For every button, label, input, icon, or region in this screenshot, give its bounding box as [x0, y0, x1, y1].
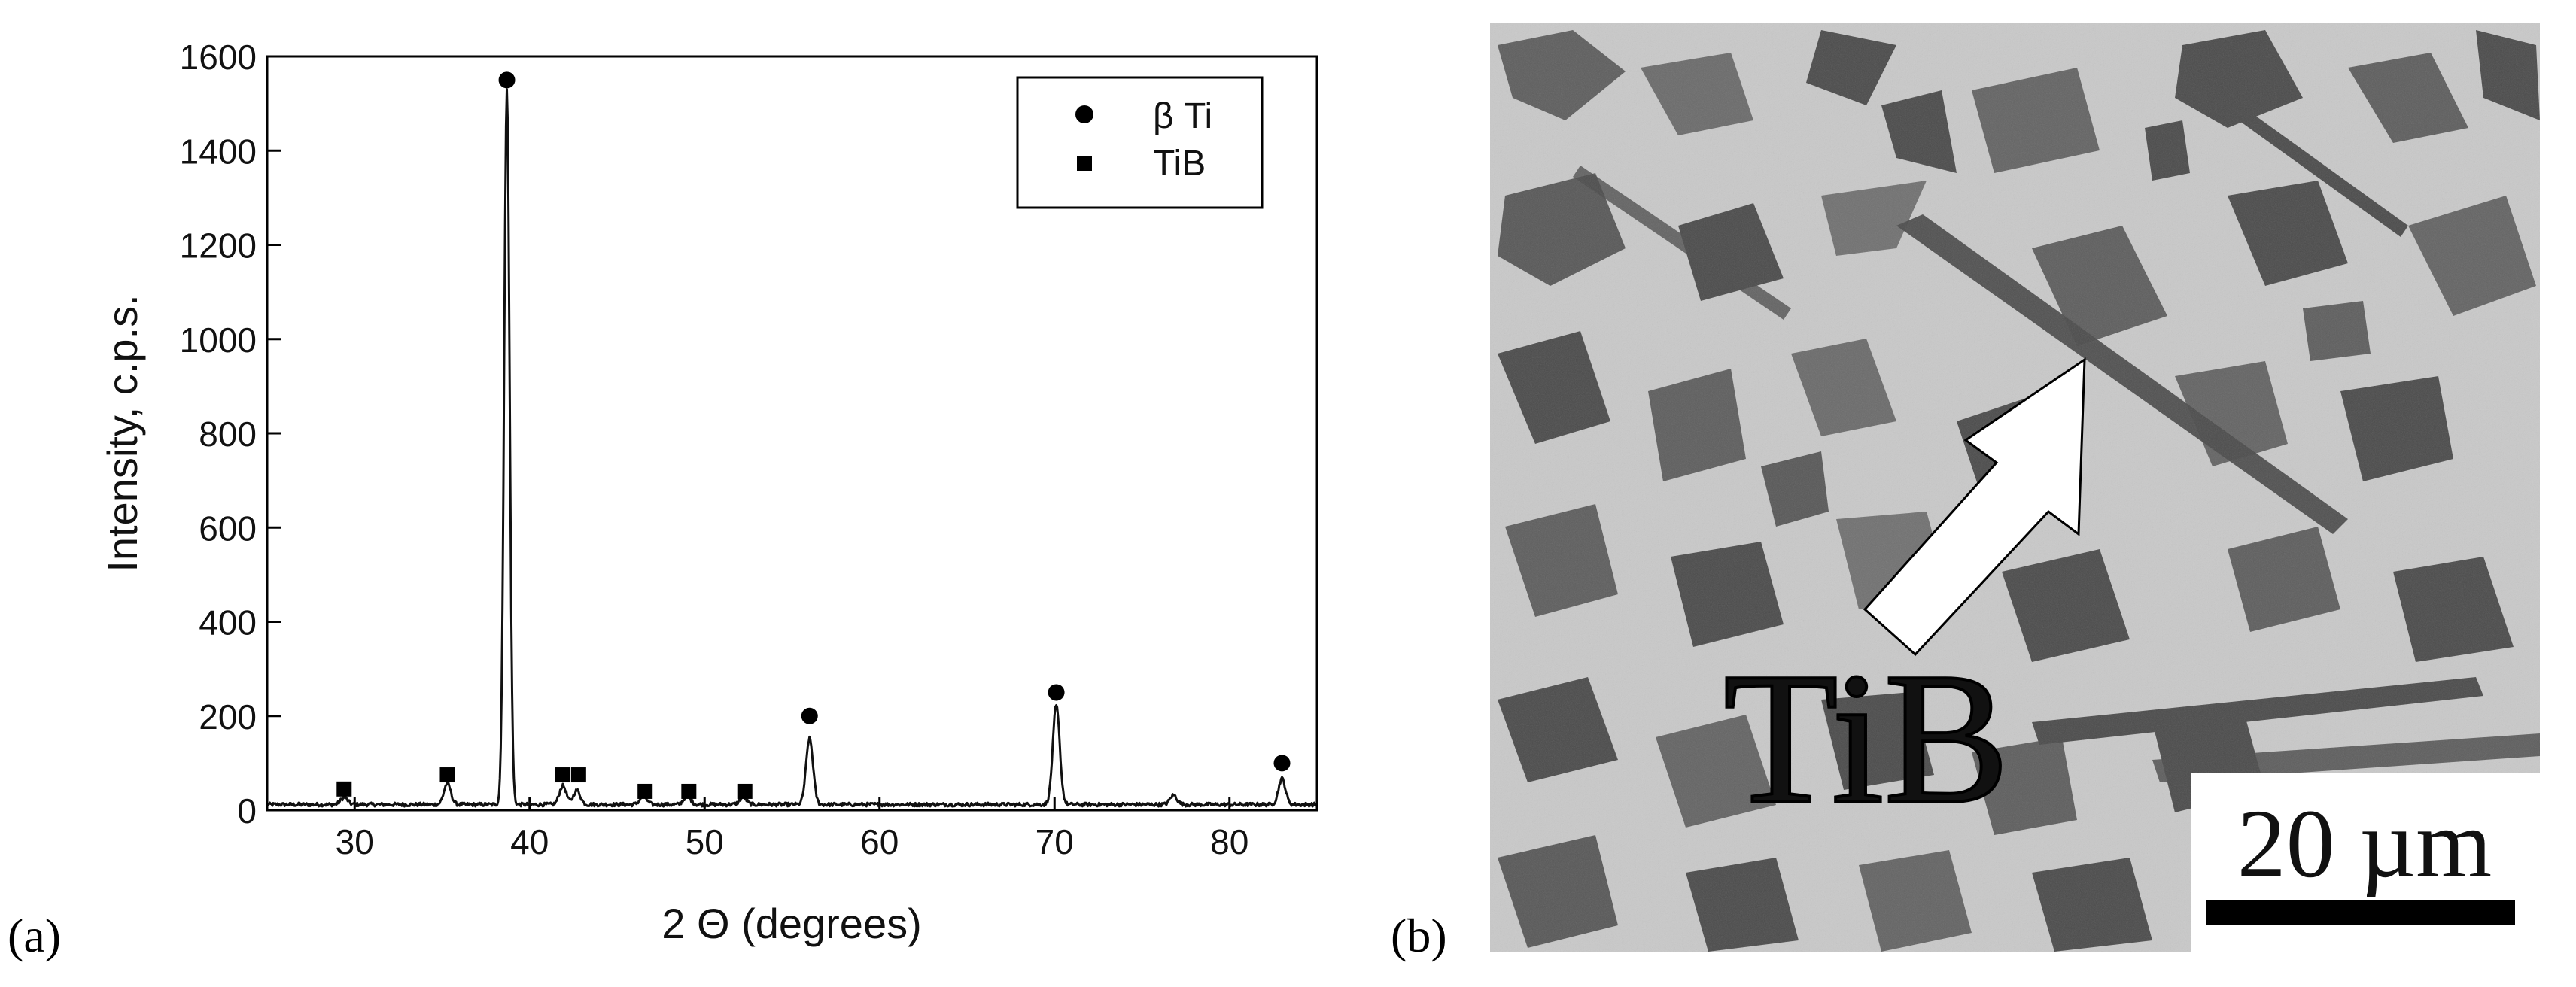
legend-circle-marker-icon [1075, 105, 1093, 123]
y-tick-label: 800 [199, 415, 257, 454]
x-tick-label: 50 [686, 822, 724, 861]
peak-markers [336, 71, 1291, 799]
tib-peak-marker [570, 767, 586, 783]
panel-label-b: (b) [1391, 909, 1447, 962]
tib-annotation: TiB [1722, 357, 2086, 844]
y-tick-label: 400 [199, 603, 257, 642]
legend-square-marker-icon [1077, 156, 1092, 171]
tib-peak-marker [555, 767, 570, 783]
y-tick-label: 200 [199, 697, 257, 736]
plot-frame [266, 55, 1318, 812]
x-axis-ticks: 30 40 50 60 70 80 [336, 797, 1248, 861]
x-tick-label: 60 [860, 822, 899, 861]
scale-bar [2206, 900, 2515, 925]
y-tick-label: 1400 [180, 132, 257, 171]
legend-box [1016, 76, 1264, 209]
x-tick-label: 80 [1210, 822, 1248, 861]
y-tick-label: 0 [237, 791, 257, 831]
y-tick-label: 600 [199, 509, 257, 548]
panel-label-a: (a) [8, 909, 61, 962]
x-tick-label: 40 [510, 822, 549, 861]
tib-peak-marker [681, 783, 697, 799]
scale-bar-group: 20 µm [2191, 773, 2540, 952]
x-tick-label: 30 [336, 822, 374, 861]
y-tick-label: 1600 [180, 38, 257, 77]
legend: β Ti TiB [1016, 76, 1264, 209]
legend-label-beta-ti: β Ti [1153, 96, 1212, 136]
y-tick-label: 1200 [180, 226, 257, 266]
legend-label-tib: TiB [1153, 144, 1206, 184]
y-axis-label: Intensity, c.p.s. [99, 294, 146, 572]
tib-arrow-label: TiB [1723, 634, 2009, 843]
tib-peak-marker [637, 783, 653, 799]
beta-ti-peak-marker [1273, 755, 1291, 772]
beta-ti-peak-marker [1048, 684, 1065, 701]
beta-ti-peak-marker [801, 707, 818, 724]
x-tick-label: 70 [1036, 822, 1074, 861]
tib-arrow-icon [1863, 357, 2086, 657]
tib-peak-marker [439, 767, 455, 783]
y-tick-label: 1000 [180, 320, 257, 360]
scale-bar-label: 20 µm [2237, 790, 2492, 898]
xrd-chart: 0 200 400 600 800 1000 1200 1400 1600 30 40 50 60 70… [8, 38, 1318, 962]
x-axis-label: 2 Θ (degrees) [661, 900, 922, 947]
tib-peak-marker [737, 783, 753, 799]
tib-peak-marker [336, 781, 352, 797]
xrd-trace-line [266, 88, 1318, 808]
beta-ti-peak-marker [498, 71, 516, 89]
y-axis-ticks: 0 200 400 600 800 1000 1200 1400 1600 [180, 38, 281, 831]
